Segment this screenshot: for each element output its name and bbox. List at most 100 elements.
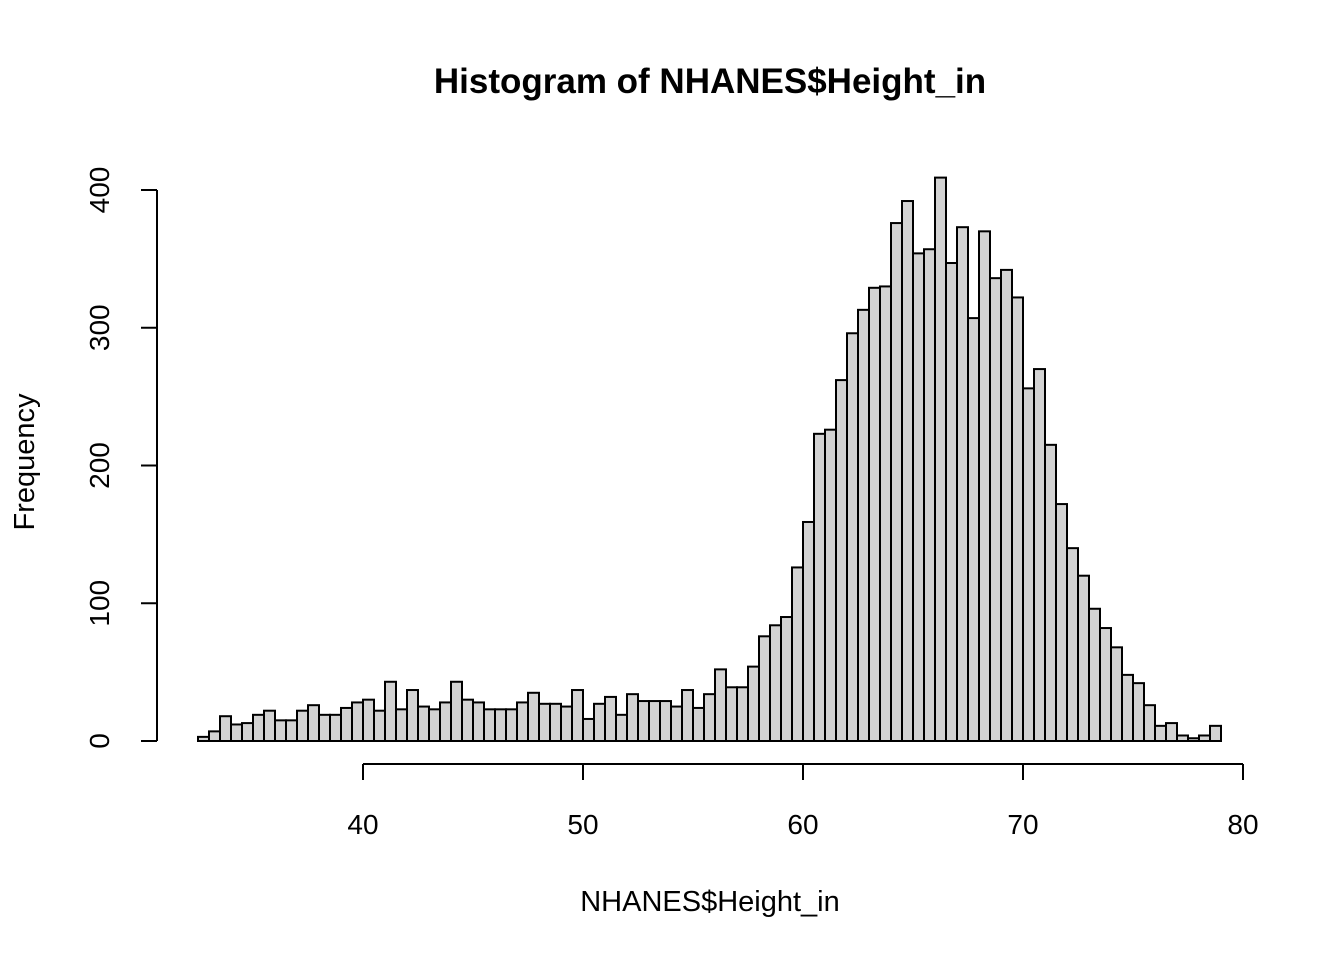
x-tick-label: 60: [787, 809, 818, 840]
x-tick-label: 70: [1007, 809, 1038, 840]
y-tick-label: 0: [84, 733, 115, 749]
histogram-bar: [406, 689, 419, 743]
x-tick-label: 40: [347, 809, 378, 840]
histogram-bar: [780, 616, 793, 743]
histogram-bar: [857, 308, 870, 742]
bars-group: [197, 176, 1222, 743]
histogram-bar: [285, 719, 298, 743]
histogram-bar: [989, 277, 1002, 742]
histogram-bar: [659, 700, 672, 742]
histogram-bar: [978, 230, 991, 743]
x-tick-label: 50: [567, 809, 598, 840]
histogram-bar: [1022, 387, 1035, 742]
histogram-bar: [791, 566, 804, 742]
histogram-bar: [1055, 503, 1068, 742]
histogram-bar: [593, 702, 606, 742]
histogram-bar: [219, 715, 232, 743]
histogram-bar: [340, 706, 353, 743]
histogram-bar: [571, 689, 584, 743]
histogram-bar: [208, 730, 221, 742]
histogram-bar: [714, 668, 727, 742]
x-axis: 40 50 60 70 80: [347, 763, 1259, 840]
histogram-bar: [637, 700, 650, 742]
histogram-bar: [263, 709, 276, 743]
histogram-bar: [868, 286, 881, 742]
histogram-bar: [1088, 607, 1101, 743]
histogram-bar: [1176, 734, 1189, 742]
histogram-bar: [1110, 646, 1123, 743]
histogram-bar: [516, 701, 529, 742]
histogram-bar: [307, 704, 320, 742]
histogram-bar: [351, 701, 364, 742]
histogram-bar: [703, 693, 716, 742]
histogram-bar: [1187, 737, 1200, 742]
histogram-bar: [428, 708, 441, 743]
histogram-bar: [505, 708, 518, 743]
histogram-bar: [769, 624, 782, 742]
histogram-bar: [197, 735, 210, 742]
histogram-bar: [1154, 724, 1167, 742]
histogram-bar: [461, 698, 474, 742]
histogram-bar: [1077, 574, 1090, 743]
histogram-bar: [1000, 268, 1013, 742]
histogram-bar: [582, 717, 595, 743]
histogram-bar: [901, 200, 914, 742]
histogram-bar: [450, 680, 463, 743]
histogram-bar: [1132, 682, 1145, 743]
x-axis-label: NHANES$Height_in: [580, 886, 840, 918]
histogram-bar: [560, 705, 573, 742]
histogram-bar: [813, 432, 826, 742]
histogram-bar: [725, 686, 738, 743]
histogram-bar: [923, 248, 936, 742]
histogram-bar: [549, 702, 562, 742]
histogram-bar: [879, 285, 892, 742]
histogram-bar: [1044, 443, 1057, 742]
histogram-bar: [1066, 547, 1079, 743]
histogram-bar: [835, 379, 848, 742]
histogram-bar: [395, 708, 408, 743]
y-tick-label: 300: [84, 304, 115, 351]
histogram-bar: [1143, 704, 1156, 742]
histogram-bar: [824, 428, 837, 742]
histogram-bar: [483, 708, 496, 743]
histogram-bar: [417, 705, 430, 742]
histogram-bar: [329, 713, 342, 743]
histogram-bar: [373, 709, 386, 743]
histogram-bar: [934, 176, 947, 743]
histogram-bar: [1121, 673, 1134, 743]
histogram-bar: [384, 680, 397, 743]
histogram-bar: [439, 701, 452, 742]
histogram-bar: [747, 665, 760, 742]
histogram-bar: [615, 713, 628, 743]
histogram-bar: [912, 252, 925, 742]
histogram-bar: [1165, 722, 1178, 743]
histogram-bar: [681, 689, 694, 743]
histogram-bar: [626, 693, 639, 742]
histogram-bar: [692, 706, 705, 743]
histogram-bar: [670, 705, 683, 742]
histogram-bar: [945, 262, 958, 742]
histogram-bar: [736, 686, 749, 743]
y-tick-label: 200: [84, 442, 115, 489]
histogram-bar: [604, 695, 617, 742]
x-tick-label: 80: [1227, 809, 1258, 840]
histogram-bar: [758, 635, 771, 742]
histogram-bar: [1198, 734, 1211, 742]
histogram-bar: [648, 700, 661, 742]
histogram-bar: [846, 332, 859, 742]
histogram-bar: [362, 698, 375, 742]
chart-title: Histogram of NHANES$Height_in: [434, 62, 986, 101]
histogram-bar: [494, 708, 507, 743]
histogram-bar: [956, 226, 969, 742]
histogram-bar: [472, 701, 485, 742]
y-axis-label: Frequency: [9, 393, 41, 531]
histogram-bar: [527, 691, 540, 742]
histogram-bar: [1209, 724, 1222, 742]
histogram-bar: [296, 709, 309, 743]
histogram-bar: [241, 722, 254, 743]
histogram-bar: [538, 702, 551, 742]
y-axis: 0 100 200 300 400: [84, 167, 158, 749]
histogram-bar: [967, 317, 980, 742]
y-tick-label: 400: [84, 167, 115, 214]
